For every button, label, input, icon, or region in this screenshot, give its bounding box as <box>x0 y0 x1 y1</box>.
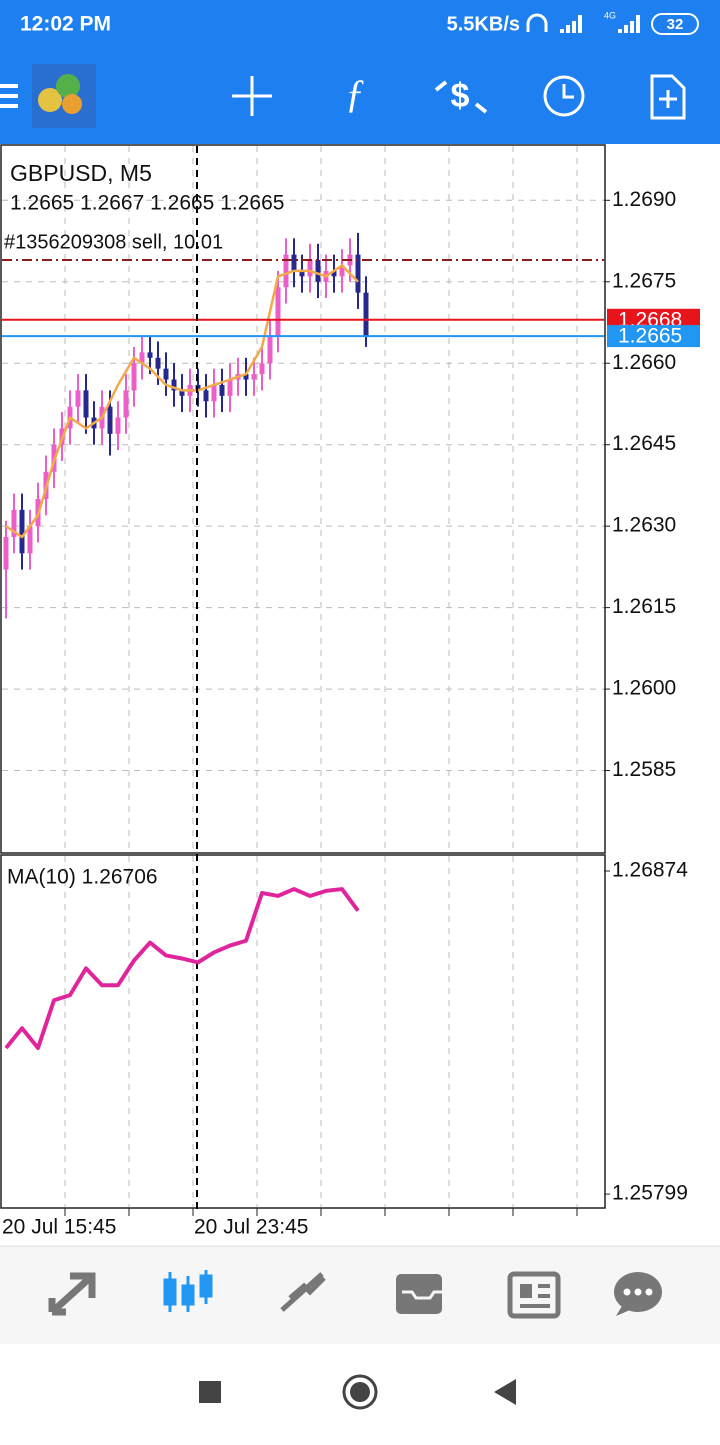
candle-body <box>147 352 153 358</box>
chat-tab[interactable] <box>614 1272 662 1316</box>
recents-button[interactable] <box>199 1381 221 1403</box>
indicator-line <box>4 887 360 1051</box>
battery-icon <box>651 13 699 35</box>
new-order-button[interactable] <box>650 74 686 120</box>
candle-body <box>315 260 321 282</box>
candle-body <box>155 357 161 369</box>
ohlc-label: 1.2665 1.2667 1.2665 1.2665 <box>10 192 284 215</box>
y-tick-label: 1.25799 <box>612 1182 688 1205</box>
candle-body <box>307 260 313 277</box>
candle-body <box>331 270 337 277</box>
candle-body <box>75 390 81 407</box>
y-tick-label: 1.2660 <box>612 351 676 374</box>
candle-body <box>123 390 129 418</box>
candle-body <box>283 254 289 288</box>
y-tick-label: 1.26874 <box>612 859 688 882</box>
candle-body <box>139 352 145 364</box>
main-pane <box>0 144 606 854</box>
bid-box <box>607 325 700 348</box>
y-tick-label: 1.2630 <box>612 514 676 537</box>
candle-body <box>83 390 89 418</box>
candle-body <box>203 390 209 402</box>
candle-body <box>19 509 25 554</box>
candle-body <box>163 368 169 380</box>
candle-body <box>131 363 137 391</box>
network-type: 4G <box>604 10 616 20</box>
timeframe-button[interactable] <box>543 75 585 117</box>
x-tick-label: 20 Jul 23:45 <box>194 1216 308 1239</box>
y-tick-label: 1.2615 <box>612 595 676 618</box>
candle-body <box>179 390 185 396</box>
candle-body <box>27 526 33 554</box>
candle-body <box>339 265 345 277</box>
ma-line <box>5 264 359 539</box>
y-tick-label: 1.2600 <box>612 677 676 700</box>
signal-icon-2 <box>618 15 640 33</box>
trade-tab[interactable] <box>280 1272 326 1312</box>
history-tab[interactable] <box>396 1274 442 1314</box>
signal-icon <box>560 15 582 33</box>
candle-body <box>243 374 249 380</box>
battery-level: 32 <box>667 16 684 33</box>
news-tab[interactable] <box>507 1271 561 1319</box>
trade-arrows <box>434 80 488 114</box>
y-tick-label: 1.2645 <box>612 432 676 455</box>
net-speed: 5.5KB/s <box>447 13 520 35</box>
candle-body <box>171 379 177 391</box>
y-tick-label: 1.2690 <box>612 188 676 211</box>
candle-body <box>107 406 113 434</box>
bid-label: 1.2665 <box>618 325 682 348</box>
bottom-nav <box>0 1246 720 1344</box>
candle-body <box>275 287 281 337</box>
candle-body <box>227 379 233 396</box>
candle-body <box>211 384 217 402</box>
quotes-tab[interactable] <box>48 1272 96 1316</box>
headset-icon <box>526 13 548 32</box>
candle-body <box>363 292 369 337</box>
indicators-button[interactable]: ƒ <box>345 71 365 116</box>
candle-body <box>3 537 9 570</box>
order-label: #1356209308 sell, 10.01 <box>4 231 223 253</box>
candle-body <box>355 254 361 293</box>
candle-body <box>11 509 17 538</box>
app-logo <box>32 64 96 128</box>
candle-body <box>267 336 273 364</box>
crosshair-button[interactable] <box>232 76 272 116</box>
candle-body <box>291 254 297 271</box>
candle-body <box>251 374 257 380</box>
y-tick-label: 1.2585 <box>612 758 676 781</box>
chart-tab[interactable] <box>163 1270 213 1312</box>
clock: 12:02 PM <box>20 13 111 36</box>
candle-body <box>259 363 265 375</box>
x-tick-label: 20 Jul 15:45 <box>2 1216 116 1239</box>
y-tick-label: 1.2675 <box>612 269 676 292</box>
candle-body <box>219 384 225 396</box>
back-button[interactable] <box>494 1379 516 1405</box>
app-bar <box>0 0 720 144</box>
trade-button[interactable]: $ <box>451 77 470 115</box>
candle-body <box>299 270 305 277</box>
candle-body <box>115 417 121 434</box>
indicator-title: MA(10) 1.26706 <box>7 866 158 889</box>
indicator-pane <box>0 854 606 1209</box>
chart-title: GBPUSD, M5 <box>10 160 152 186</box>
home-button[interactable] <box>342 1374 378 1410</box>
menu-button[interactable] <box>0 84 18 108</box>
